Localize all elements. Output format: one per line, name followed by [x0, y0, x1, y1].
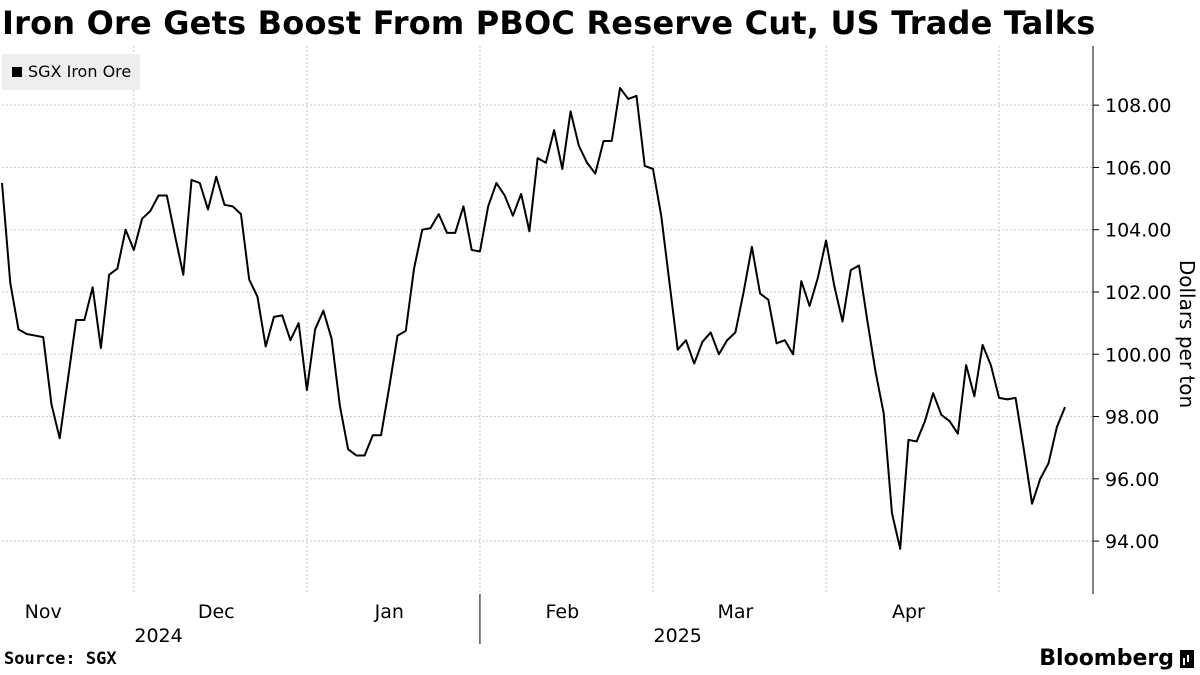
- series-line-sgx-iron-ore: [1, 87, 1066, 550]
- x-month-label: Nov: [25, 601, 62, 623]
- legend: SGX Iron Ore: [2, 54, 140, 90]
- y-tick-label: 106.00: [1105, 157, 1171, 179]
- x-month-label: Feb: [546, 601, 580, 623]
- x-year-label: 2024: [134, 625, 182, 647]
- tick-labels: 94.00 96.00 98.00 100.00 102.00 104.00 106.00 1…: [25, 95, 1172, 647]
- axes: [479, 46, 1099, 644]
- series-layer: [1, 87, 1066, 550]
- y-tick-label: 98.00: [1105, 407, 1159, 429]
- source-note: Source: SGX: [4, 649, 117, 669]
- grid-lines: [2, 46, 1093, 594]
- brand-name: Bloomberg: [1039, 646, 1174, 671]
- x-month-label: Apr: [892, 601, 925, 623]
- y-tick-label: 102.00: [1105, 282, 1171, 304]
- x-month-label: Jan: [374, 601, 404, 623]
- y-tick-label: 100.00: [1105, 344, 1171, 366]
- bloomberg-icon: [1180, 649, 1194, 668]
- chart-title: Iron Ore Gets Boost From PBOC Reserve Cu…: [2, 4, 1096, 42]
- y-tick-label: 108.00: [1105, 95, 1171, 117]
- legend-swatch: [12, 67, 22, 77]
- y-tick-label: 104.00: [1105, 220, 1171, 242]
- y-tick-label: 96.00: [1105, 469, 1159, 491]
- x-month-label: Dec: [198, 601, 235, 623]
- y-axis-label: Dollars per ton: [1175, 260, 1199, 408]
- legend-label: SGX Iron Ore: [28, 62, 132, 81]
- y-tick-label: 94.00: [1105, 531, 1159, 553]
- brand-logo: Bloomberg: [1039, 646, 1194, 671]
- x-month-label: Mar: [717, 601, 753, 623]
- x-year-label: 2025: [654, 625, 702, 647]
